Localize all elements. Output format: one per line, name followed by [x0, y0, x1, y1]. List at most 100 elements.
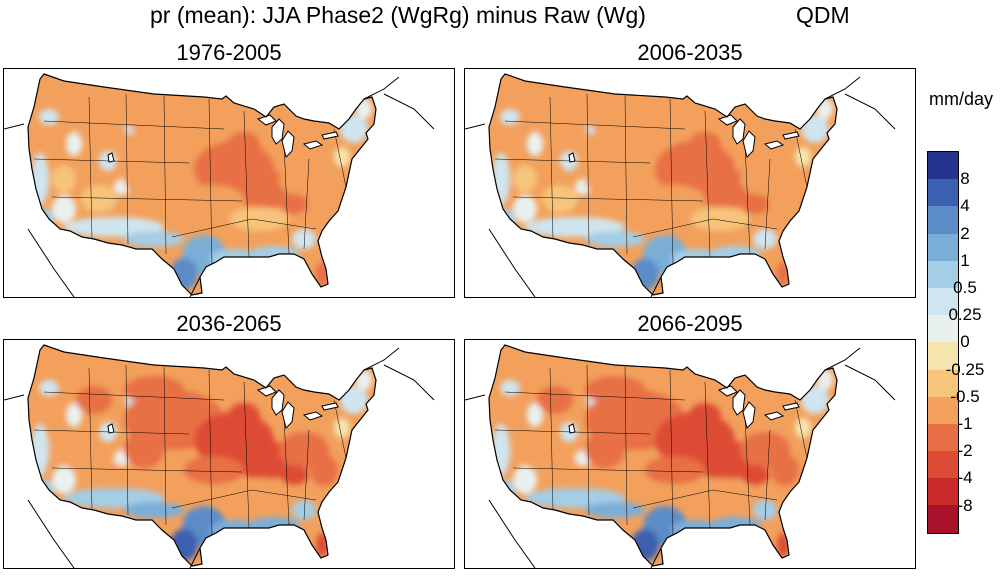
- precip-anomaly-region: [645, 185, 705, 213]
- state-boundary: [88, 96, 93, 240]
- state-boundary: [163, 366, 167, 526]
- colorbar-box: [928, 206, 958, 234]
- precip-anomaly-region: [585, 432, 625, 468]
- state-boundary: [504, 120, 686, 130]
- state-boundary: [303, 429, 310, 521]
- precip-anomaly-region: [542, 456, 578, 484]
- lake: [732, 118, 746, 145]
- precip-anomaly-region: [500, 380, 520, 396]
- state-boundary: [512, 196, 704, 202]
- precip-anomaly-region: [795, 147, 811, 167]
- precip-anomaly-region: [817, 370, 833, 390]
- map-panel-2036-2065: [3, 339, 455, 569]
- precip-anomaly-region: [795, 418, 811, 438]
- precip-anomaly-region: [280, 465, 308, 485]
- precip-anomaly-region: [771, 183, 799, 215]
- state-boundary: [512, 467, 704, 473]
- figure-title: pr (mean): JJA Phase2 (WgRg) minus Raw (…: [0, 2, 1005, 32]
- panel-title-1: 1976-2005: [176, 40, 282, 65]
- lake: [568, 152, 576, 163]
- state-boundary: [624, 95, 628, 255]
- state-boundary: [549, 367, 554, 511]
- precip-anomaly-region: [513, 165, 537, 193]
- colorbar-tick-label: 2: [960, 223, 970, 243]
- precip-anomaly-region: [631, 258, 659, 290]
- precip-anomaly-region: [585, 161, 625, 197]
- lake: [742, 130, 756, 158]
- lake: [763, 140, 785, 150]
- state-boundary: [303, 158, 310, 250]
- precip-anomaly-region: [801, 386, 829, 414]
- precip-anomaly-region: [690, 207, 750, 231]
- precip-anomaly-region: [340, 115, 368, 143]
- state-boundary: [549, 96, 554, 240]
- colorbar-box: [928, 478, 958, 506]
- state-boundary: [704, 110, 711, 258]
- precip-anomaly-region: [316, 533, 328, 557]
- precip-anomaly-region: [280, 194, 308, 214]
- lake: [321, 131, 339, 140]
- precip-anomaly-region: [81, 185, 117, 213]
- precip-anomaly-region: [170, 258, 198, 290]
- colorbar-box: [928, 451, 958, 479]
- state-boundary: [243, 381, 250, 529]
- state-boundary: [333, 399, 347, 459]
- state-boundary: [586, 364, 590, 516]
- state-boundary: [744, 143, 751, 255]
- precip-anomaly-region: [525, 217, 625, 237]
- colorbar-tick-label: 0.5: [953, 278, 977, 297]
- precip-anomaly-region: [771, 454, 799, 486]
- precip-anomaly-region: [228, 403, 260, 427]
- precip-anomaly-region: [124, 105, 184, 133]
- colorbar-box: [928, 260, 958, 288]
- precip-anomaly-region: [753, 229, 777, 249]
- colorbar-tick-label: 0: [960, 332, 970, 352]
- state-boundary: [163, 95, 167, 255]
- colorbar-box: [928, 233, 958, 261]
- precip-anomaly-region: [356, 99, 372, 119]
- precip-anomaly-region: [229, 478, 289, 502]
- precip-anomaly-region: [52, 466, 76, 494]
- state-boundary: [51, 196, 243, 202]
- map-panel-2066-2095: [464, 339, 916, 569]
- coastline: [465, 347, 896, 568]
- precip-anomaly-region: [513, 195, 537, 223]
- colorbar-box: [928, 423, 958, 452]
- precip-anomaly-region: [316, 262, 328, 286]
- colorbar-box: [928, 342, 958, 370]
- precip-anomaly-region: [817, 99, 833, 119]
- map-svg: [4, 344, 435, 568]
- state-boundary: [632, 218, 778, 238]
- colorbar-tick-label: 0.25: [948, 305, 982, 325]
- precip-anomaly-region: [689, 403, 721, 427]
- lake: [763, 411, 785, 421]
- state-boundary: [333, 128, 347, 188]
- colorbar-box: [928, 505, 958, 533]
- coastline: [4, 76, 435, 297]
- lake: [271, 389, 285, 416]
- country-outline: [488, 73, 838, 296]
- state-boundary: [504, 391, 686, 401]
- precip-anomaly-region: [124, 376, 184, 404]
- precip-anomaly-region: [64, 488, 164, 508]
- precip-anomaly-region: [689, 132, 721, 156]
- colorbar-box: [928, 179, 958, 207]
- lake: [782, 402, 800, 411]
- precip-anomaly-region: [645, 456, 705, 484]
- country-outline: [488, 344, 838, 567]
- precip-anomaly-region: [585, 105, 645, 133]
- precip-anomaly-region: [334, 418, 350, 438]
- state-boundary: [632, 489, 778, 509]
- precip-anomaly-region: [81, 456, 117, 484]
- precip-anomaly-region: [64, 217, 164, 237]
- state-boundary: [208, 369, 213, 536]
- state-boundary: [794, 128, 808, 188]
- colorbar-box: [928, 315, 958, 343]
- lake: [107, 423, 115, 434]
- state-boundary: [283, 414, 290, 526]
- state-boundary: [669, 98, 674, 265]
- precip-anomaly-region: [753, 500, 777, 520]
- state-boundary: [243, 110, 250, 258]
- panel-title-4: 2066-2095: [637, 311, 743, 336]
- lake: [302, 411, 324, 421]
